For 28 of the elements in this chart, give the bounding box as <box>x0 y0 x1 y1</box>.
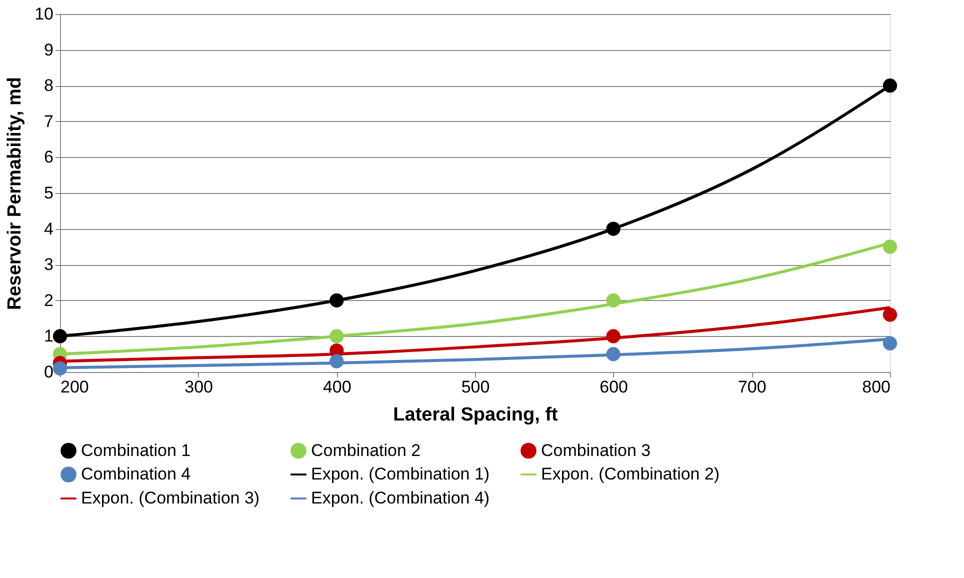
y-tick-label: 1 <box>44 326 54 346</box>
y-tick-label: 9 <box>44 40 54 60</box>
y-tick-label: 5 <box>44 184 54 202</box>
y-tick-label: 7 <box>44 112 54 131</box>
legend-label: Expon. (Combination 3) <box>81 488 260 508</box>
y-axis-title: Reservoir Permability, md <box>4 76 26 310</box>
x-tick-label: 600 <box>600 378 628 396</box>
x-tick-label: 800 <box>862 378 890 396</box>
x-tick-label: 700 <box>738 378 766 396</box>
y-tick-label: 2 <box>44 290 54 310</box>
y-tick-label: 8 <box>44 76 54 96</box>
legend-label: Combination 3 <box>541 440 651 460</box>
legend-label: Expon. (Combination 1) <box>311 464 490 484</box>
legend-label: Combination 2 <box>311 440 421 460</box>
y-tick-label: 3 <box>44 255 54 274</box>
x-tick-label: 200 <box>60 378 89 396</box>
x-tick-label: 500 <box>461 378 490 396</box>
legend-label: Combination 1 <box>81 440 191 460</box>
y-tick-label: 4 <box>44 219 54 238</box>
legend-label: Expon. (Combination 2) <box>541 464 720 484</box>
x-tick-label: 300 <box>184 378 214 396</box>
x-tick-label: 400 <box>322 378 352 396</box>
y-tick-label: 6 <box>44 148 54 167</box>
x-axis-title: Lateral Spacing, ft <box>393 404 559 426</box>
y-tick-label: 0 <box>44 362 54 382</box>
legend-label: Expon. (Combination 4) <box>311 488 490 508</box>
legend-label: Combination 4 <box>81 464 191 484</box>
y-tick-label: 10 <box>34 4 54 24</box>
